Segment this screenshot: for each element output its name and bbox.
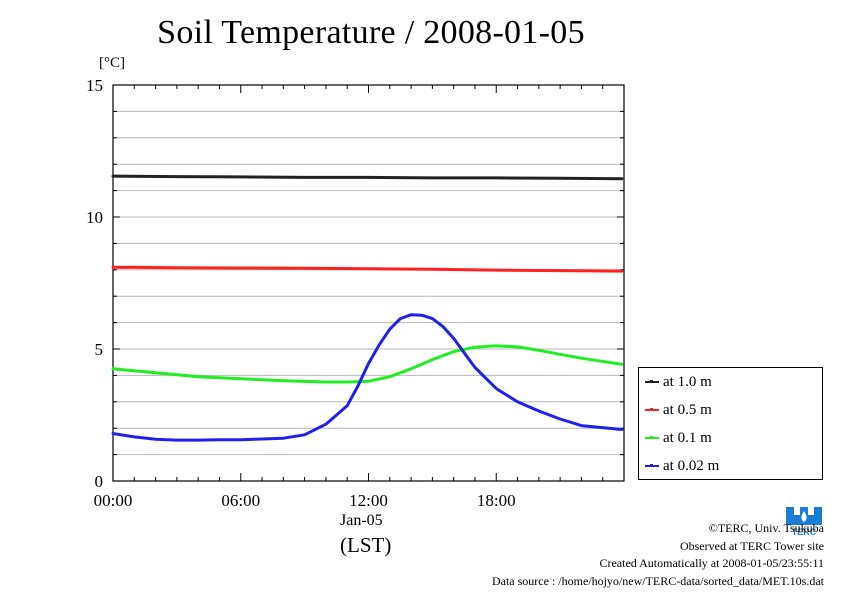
legend: at 1.0 m at 0.5 m at 0.1 m at 0.02 m	[638, 367, 823, 480]
created-text: Created Automatically at 2008-01-05/23:5…	[599, 556, 824, 570]
y-tick-label: 5	[95, 340, 104, 359]
legend-swatch	[645, 408, 659, 411]
legend-item: at 0.02 m	[645, 456, 719, 476]
legend-swatch	[645, 380, 659, 383]
legend-item: at 1.0 m	[645, 372, 712, 392]
x-tick-label: 06:00	[221, 491, 260, 510]
x-axis-title: (LST)	[340, 533, 392, 557]
observed-text: Observed at TERC Tower site	[679, 538, 824, 553]
legend-label: at 1.0 m	[663, 373, 712, 390]
y-axis-unit-label: [°C]	[99, 55, 125, 71]
series-line-1	[111, 174, 624, 181]
credits-block: ©TERC, Univ. Tsukuba Observed at TERC To…	[492, 520, 824, 590]
plot-frame	[112, 84, 625, 482]
legend-label: at 0.02 m	[663, 457, 720, 474]
x-tick-label: 12:00	[349, 491, 388, 510]
legend-swatch	[645, 436, 659, 439]
legend-label: at 0.1 m	[663, 429, 712, 446]
legend-swatch	[645, 464, 659, 467]
y-tick-label: 0	[95, 472, 104, 491]
x-tick-label: 18:00	[477, 491, 516, 510]
series-line-3	[111, 344, 624, 384]
series-line-4	[111, 313, 624, 442]
legend-label: at 0.5 m	[663, 401, 712, 418]
data-source-text: Data source : /home/hojyo/new/TERC-data/…	[491, 573, 824, 588]
y-tick-label: 15	[86, 76, 103, 95]
y-tick-label: 10	[86, 208, 103, 227]
terc-logo-icon: TERC	[784, 503, 824, 537]
logo-text: TERC	[792, 527, 817, 537]
chart-title: Soil Temperature / 2008-01-05	[157, 14, 585, 51]
legend-item: at 0.5 m	[645, 400, 712, 420]
legend-item: at 0.1 m	[645, 428, 712, 448]
x-axis-date-label: Jan-05	[340, 512, 383, 529]
copyright-text: ©TERC, Univ. Tsukuba	[708, 521, 824, 535]
plot-area	[113, 85, 624, 481]
series-line-2	[111, 265, 624, 273]
x-tick-label: 00:00	[94, 491, 133, 510]
